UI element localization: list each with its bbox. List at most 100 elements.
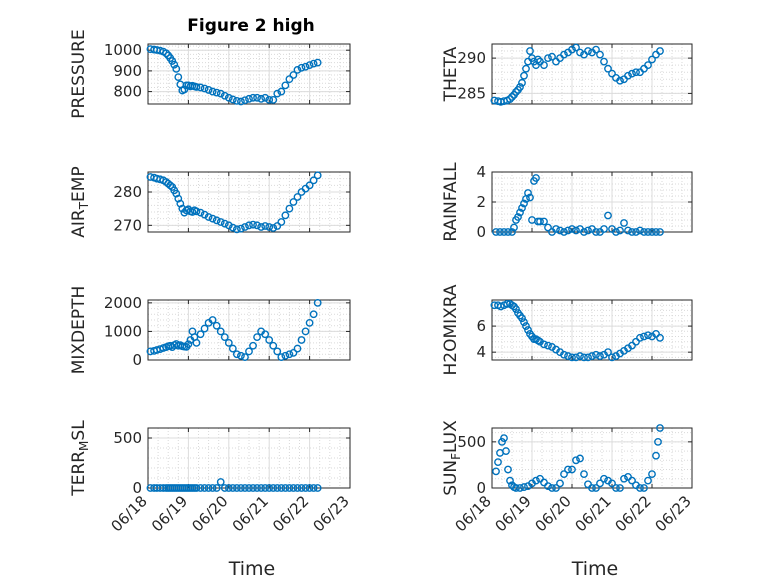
data-point	[281, 484, 290, 492]
data-point	[656, 424, 664, 432]
data-point	[285, 350, 294, 359]
y-axis-label: RAINFALL	[441, 162, 461, 242]
data-point	[232, 96, 241, 105]
data-point	[285, 204, 294, 213]
data-point	[281, 211, 290, 220]
data-point	[632, 337, 640, 346]
y-tick-label: 0	[476, 223, 486, 241]
chart-h2omixra: 4 6 H2OMIXRA	[441, 284, 693, 376]
data-point	[604, 64, 612, 73]
data-point	[212, 216, 221, 225]
data-point	[584, 353, 592, 362]
data-point	[564, 465, 572, 474]
data-point	[232, 484, 241, 492]
data-point	[301, 62, 310, 71]
data-point	[580, 470, 588, 479]
data-point	[224, 338, 233, 347]
y-tick-label: 0	[132, 479, 142, 497]
data-point	[560, 470, 568, 479]
x-tick-label: 06/18	[108, 492, 151, 535]
x-tick-label: 06/20	[532, 492, 575, 535]
y-tick-label: 500	[457, 433, 486, 451]
data-point	[212, 88, 221, 97]
data-point	[532, 476, 540, 485]
x-axis-label-right: Time	[571, 558, 619, 580]
data-point	[228, 484, 237, 492]
data-point	[232, 225, 241, 234]
data-point	[522, 322, 530, 330]
y-tick-label: 4	[476, 163, 486, 181]
data-point	[232, 350, 241, 359]
x-tick-label: 06/23	[310, 492, 353, 535]
axes-box	[147, 171, 351, 233]
x-tick-label: 06/18	[452, 492, 495, 535]
y-tick-label: 2	[476, 193, 486, 211]
data-point	[208, 484, 217, 492]
axes-box	[491, 43, 693, 105]
data-point	[534, 55, 542, 64]
y-tick-label: 1000	[104, 322, 142, 340]
data-point	[520, 199, 528, 208]
data-point	[548, 484, 556, 492]
data-point	[309, 310, 318, 319]
data-point	[580, 353, 588, 362]
data-point	[253, 333, 261, 342]
y-tick-label: 500	[113, 429, 142, 447]
data-point	[269, 224, 278, 232]
data-point	[196, 330, 205, 339]
data-point	[204, 86, 213, 94]
data-point	[600, 57, 608, 66]
data-point	[568, 465, 576, 474]
data-point	[277, 353, 286, 362]
data-point	[273, 89, 282, 98]
data-point	[540, 217, 548, 226]
data-point	[560, 228, 568, 236]
data-point	[644, 228, 652, 236]
data-point	[269, 484, 278, 492]
data-point	[241, 353, 249, 362]
data-point	[305, 318, 314, 327]
data-point	[548, 52, 556, 61]
data-point	[249, 341, 257, 350]
data-point	[245, 347, 253, 356]
data-point	[192, 83, 201, 91]
data-point	[640, 484, 648, 492]
data-point	[552, 57, 560, 66]
data-point	[524, 189, 532, 197]
y-tick-label: 285	[457, 84, 486, 102]
data-point	[568, 45, 576, 54]
data-point	[281, 81, 290, 90]
data-point	[600, 474, 608, 483]
data-point	[560, 50, 568, 59]
data-point	[568, 225, 576, 233]
data-point	[584, 226, 592, 235]
data-point	[518, 78, 526, 87]
data-point	[265, 336, 274, 344]
data-point	[504, 228, 512, 236]
data-point	[192, 484, 201, 492]
data-point	[516, 83, 524, 91]
data-point	[524, 326, 532, 334]
data-point	[596, 352, 604, 360]
data-point	[220, 333, 229, 342]
x-tick-label: 06/20	[188, 492, 231, 535]
data-point	[249, 93, 257, 102]
data-point	[608, 69, 616, 78]
data-point	[510, 223, 518, 232]
y-tick-label: 1000	[104, 41, 142, 59]
data-point	[204, 213, 213, 221]
data-point	[289, 198, 298, 206]
data-point	[556, 479, 564, 488]
data-point	[281, 351, 290, 360]
data-point	[289, 71, 298, 79]
data-point	[506, 95, 514, 103]
data-point	[269, 341, 278, 350]
data-point	[196, 484, 205, 492]
data-point	[532, 174, 540, 182]
data-point	[208, 316, 217, 324]
data-point	[636, 333, 644, 342]
data-point	[241, 223, 249, 231]
data-point	[305, 61, 314, 70]
